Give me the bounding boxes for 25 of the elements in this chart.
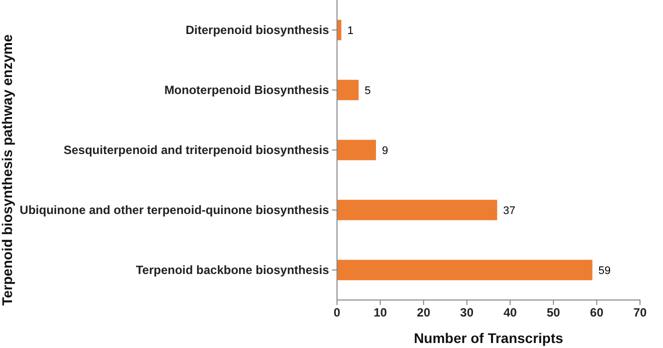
bar	[337, 140, 376, 160]
x-tick-label: 70	[633, 306, 647, 320]
y-tick-label: Sesquiterpenoid and triterpenoid biosynthesis	[64, 142, 330, 157]
y-tick-label: Terpenoid backbone biosynthesis	[136, 262, 330, 277]
bar	[337, 200, 498, 220]
x-tick-label: 20	[416, 306, 431, 320]
data-label: 59	[598, 264, 611, 277]
x-tick-label: 60	[590, 306, 604, 320]
x-tick-label: 30	[460, 306, 474, 320]
y-axis-title: Terpenoid biosynthesis pathway enzyme	[0, 34, 15, 306]
bar	[337, 20, 342, 40]
y-tick-label: Diterpenoid biosynthesis	[186, 22, 330, 37]
x-tick-label: 0	[334, 306, 341, 320]
data-label: 5	[364, 84, 371, 97]
data-label: 37	[503, 204, 516, 217]
bar	[337, 260, 592, 280]
x-tick-label: 40	[503, 306, 518, 320]
data-label: 1	[347, 24, 354, 37]
y-tick-label: Monoterpenoid Biosynthesis	[164, 82, 330, 97]
x-tick-label: 10	[374, 306, 388, 320]
y-tick-label: Ubiquinone and other terpenoid-quinone biosynthesis	[20, 202, 330, 217]
bar	[337, 80, 359, 100]
x-tick-label: 50	[546, 306, 560, 320]
data-label: 9	[382, 144, 388, 157]
x-axis-title: Number of Transcripts	[414, 330, 564, 346]
